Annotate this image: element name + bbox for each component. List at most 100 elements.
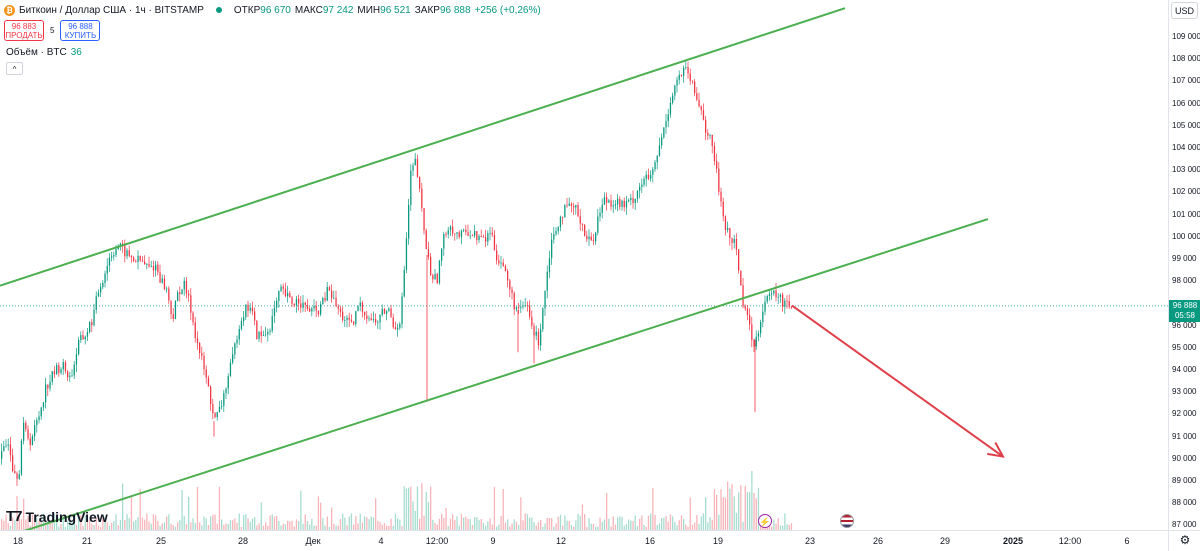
buy-label: КУПИТЬ (64, 31, 97, 40)
candle-body (324, 298, 326, 301)
time-axis-label: 12:00 (425, 536, 449, 546)
volume-bar (223, 524, 225, 530)
candle-body (75, 354, 78, 365)
time-axis-label: 26 (872, 536, 884, 546)
price-axis[interactable]: USD 109 000 108 000 107 000 106 000 105 000 1… (1168, 0, 1200, 530)
volume-bar (432, 519, 434, 530)
buy-button[interactable]: 96 888 КУПИТЬ (60, 20, 101, 41)
candle-body (183, 280, 185, 290)
price-chart[interactable] (0, 0, 1168, 530)
candle-body (383, 308, 386, 314)
candle-body (643, 178, 645, 185)
volume-bar (238, 513, 240, 530)
volume-bar (67, 520, 69, 530)
candle-body (438, 260, 441, 283)
collapse-legend-button[interactable]: ^ (6, 62, 23, 75)
volume-bar (262, 525, 265, 530)
volume-bar (691, 524, 694, 530)
candle-body (306, 304, 309, 309)
sell-button[interactable]: 96 883 ПРОДАТЬ (4, 20, 44, 41)
volume-bar (69, 520, 71, 530)
candle-body (768, 293, 771, 297)
trend-line (23, 218, 989, 530)
price-axis-label: 92 000 (1172, 409, 1197, 419)
volume-bar (592, 523, 595, 530)
volume-bar (390, 518, 392, 530)
volume-legend[interactable]: Объём · BTC 36 (6, 47, 82, 58)
candle-body (731, 238, 733, 243)
close-value: 96 888 (439, 4, 471, 16)
candle-body (227, 376, 229, 389)
lightning-event-icon[interactable]: ⚡ (758, 514, 772, 528)
volume-bar (753, 492, 755, 530)
candle-body (782, 294, 784, 307)
candle-body (509, 280, 511, 290)
candle-body (788, 300, 790, 307)
candle-body (740, 270, 742, 286)
chart-area[interactable] (0, 0, 1168, 530)
volume-bar (529, 517, 531, 530)
tradingview-logo[interactable]: T7 TradingView (6, 508, 108, 525)
candle-body (196, 338, 199, 343)
sell-label: ПРОДАТЬ (5, 31, 43, 40)
time-axis-label: 29 (939, 536, 951, 546)
volume-bar (711, 519, 713, 530)
volume-bar (401, 526, 403, 530)
candle-body (504, 265, 507, 272)
candle-body (320, 304, 322, 315)
candle-body (388, 308, 390, 312)
volume-bar (403, 486, 405, 530)
candle-body (647, 174, 650, 179)
volume-bar (773, 519, 775, 530)
volume-bar (608, 518, 610, 530)
candle-body (1, 451, 3, 459)
candle-body (634, 198, 636, 203)
volume-bar (518, 525, 520, 530)
volume-bar (295, 519, 298, 530)
candle-body (188, 293, 190, 296)
volume-bar (258, 523, 260, 530)
us-flag-event-icon[interactable] (840, 514, 854, 528)
candle-body (60, 369, 62, 373)
volume-bar (144, 519, 146, 530)
volume-bar (348, 516, 350, 530)
volume-bar (234, 518, 236, 530)
volume-bar (179, 520, 181, 530)
volume-bar (775, 523, 777, 530)
candle-body (207, 377, 210, 387)
volume-bar (757, 487, 760, 530)
symbol-title[interactable]: Биткоин / Доллар США · 1ч · BITSTAMP (19, 4, 204, 16)
volume-bar (537, 522, 540, 530)
volume-bar (674, 521, 676, 530)
candle-body (249, 307, 251, 311)
volume-bar (212, 514, 214, 530)
volume-bar (601, 521, 603, 530)
volume-bar (247, 518, 249, 530)
volume-bar (163, 522, 166, 530)
volume-bar (628, 519, 630, 530)
chart-settings-button[interactable]: ⚙ (1168, 530, 1200, 551)
candle-body (86, 332, 89, 337)
volume-bar (489, 518, 491, 530)
currency-button[interactable]: USD (1171, 2, 1198, 19)
candle-body (746, 308, 749, 316)
volume-bar (630, 520, 632, 530)
candle-body (315, 305, 317, 311)
candle-body (771, 293, 773, 295)
volume-bar (460, 513, 463, 530)
volume-bar (625, 523, 628, 530)
candle-body (36, 420, 38, 426)
candle-body (430, 256, 432, 276)
candle-body (265, 334, 267, 336)
time-axis[interactable]: 18 21 25 28 Дек 4 12:00 9 12 16 19 23 26 29 2025 12:00 6 (0, 530, 1168, 551)
candle-body (309, 308, 311, 312)
candle-body (595, 232, 597, 242)
volume-bar (654, 515, 656, 530)
candle-body (766, 296, 768, 302)
candle-body (597, 216, 599, 233)
price-axis-label: 107 000 (1172, 76, 1200, 86)
candle-body (467, 232, 469, 236)
volume-bar (454, 519, 456, 530)
candle-body (353, 321, 355, 325)
candle-body (397, 327, 399, 330)
